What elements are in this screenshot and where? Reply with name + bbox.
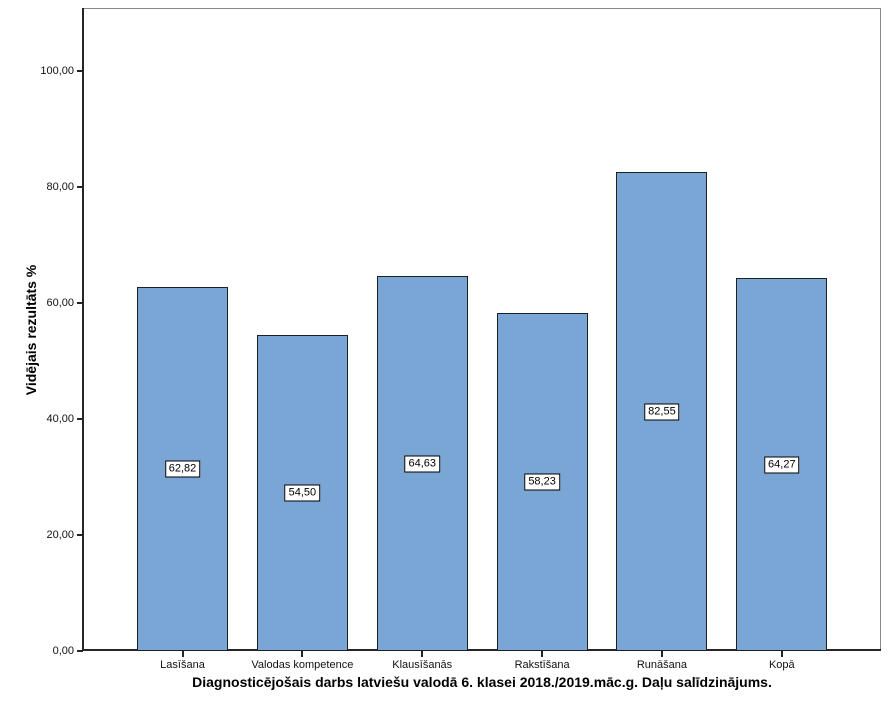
y-axis-title: Vidējais rezultāts %	[23, 264, 39, 396]
bar-value-label: 64,63	[404, 455, 440, 473]
x-axis-tick-mark	[780, 651, 783, 657]
y-axis-tick-label: 80,00	[46, 181, 74, 193]
x-axis-category-label: Kopā	[768, 659, 795, 671]
y-axis-tick-label: 0,00	[52, 645, 74, 657]
bar-value-label: 64,27	[764, 456, 800, 474]
chart-title: Diagnosticējošais darbs latviešu valodā …	[192, 674, 772, 690]
y-axis-tick-mark	[77, 650, 83, 652]
y-axis-tick-mark	[77, 302, 83, 304]
y-axis-tick-mark	[77, 534, 83, 536]
y-axis-tick-mark	[77, 186, 83, 188]
x-axis-tick-mark	[181, 651, 184, 657]
y-axis-line	[82, 8, 84, 651]
x-axis-category-label: Valodas kompetence	[251, 659, 354, 671]
x-axis-category-label: Rakstīšana	[514, 659, 570, 671]
bar-value-label: 82,55	[644, 403, 680, 421]
x-axis-tick-mark	[541, 651, 544, 657]
y-axis-tick-mark	[77, 418, 83, 420]
x-axis-tick-mark	[301, 651, 304, 657]
bar-value-label: 62,82	[164, 460, 201, 478]
y-axis-tick-label: 60,00	[46, 297, 74, 309]
x-axis-category-label: Klausīšanās	[392, 659, 453, 671]
x-axis-tick-mark	[660, 651, 663, 657]
y-axis-tick-label: 40,00	[46, 413, 74, 425]
x-axis-category-label: Runāšana	[636, 659, 688, 671]
x-axis-line	[83, 649, 881, 651]
x-axis-tick-mark	[421, 651, 424, 657]
bar-value-label: 58,23	[524, 473, 560, 491]
x-axis-category-label: Lasīšana	[160, 659, 205, 671]
y-axis-tick-mark	[77, 70, 83, 72]
y-axis-tick-label: 20,00	[46, 529, 74, 541]
bar-value-label: 54,50	[284, 484, 321, 502]
y-axis-tick-label: 100,00	[40, 65, 74, 77]
